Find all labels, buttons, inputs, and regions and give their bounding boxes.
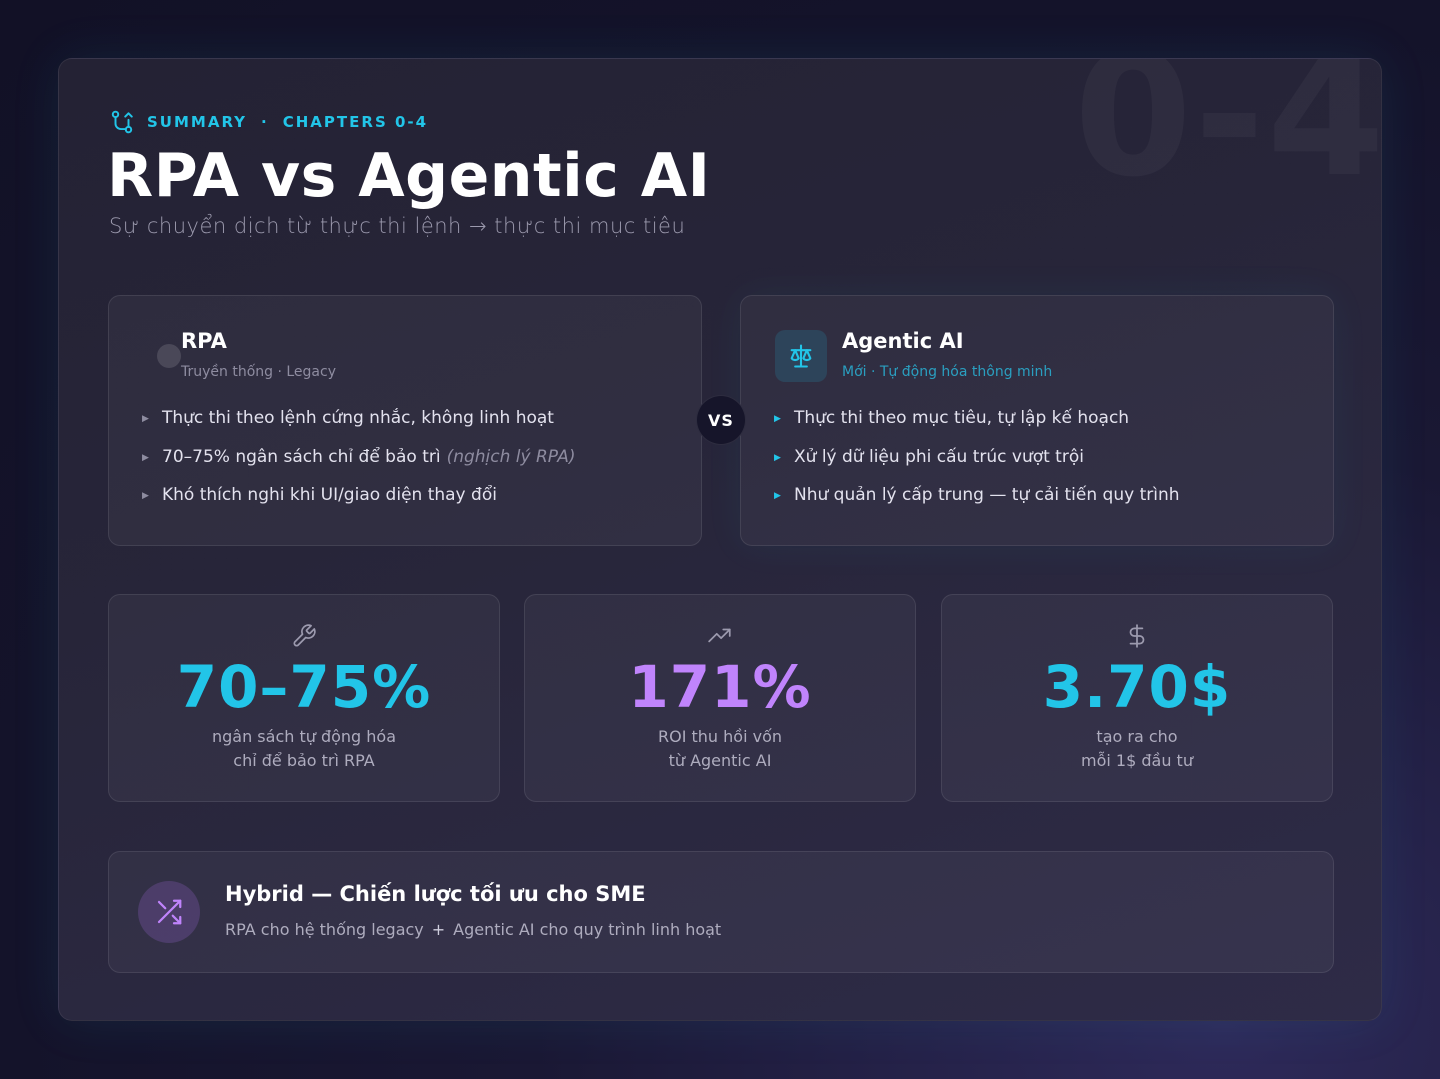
- dollar-icon: [1129, 624, 1145, 648]
- chapter-watermark: 0-4: [1074, 59, 1381, 201]
- list-item: ▶ Như quản lý cấp trung — tự cải tiến quy…: [774, 485, 1180, 505]
- stat-card-roi: 171% ROI thu hồi vốn từ Agentic AI: [524, 594, 916, 802]
- agentic-list: ▶ Thực thi theo mục tiêu, tự lập kế hoạch…: [774, 408, 1180, 524]
- agentic-subtitle: Mới · Tự động hóa thông minh: [842, 364, 1053, 380]
- stat-value: 3.70$: [1042, 653, 1232, 721]
- eyebrow-separator: ·: [261, 113, 269, 131]
- hybrid-title: Hybrid — Chiến lược tối ưu cho SME: [225, 882, 646, 906]
- summary-panel: 0-4 SUMMARY · CHAPTERS 0-4 RPA vs Agenti…: [58, 58, 1382, 1021]
- bullet-icon: ▶: [774, 452, 781, 463]
- rpa-circle-icon: [157, 344, 181, 368]
- eyebrow: SUMMARY · CHAPTERS 0-4: [109, 109, 428, 135]
- rpa-badge: [143, 330, 195, 382]
- stat-description: ROI thu hồi vốn từ Agentic AI: [657, 727, 782, 770]
- rpa-list: ▶ Thực thi theo lệnh cứng nhắc, không lin…: [142, 408, 575, 524]
- bullet-icon: ▶: [774, 491, 781, 501]
- hybrid-subtitle: RPA cho hệ thống legacy + Agentic AI cho q…: [225, 920, 722, 939]
- bullet-icon: ▶: [142, 452, 149, 463]
- hybrid-icon-badge: [138, 881, 200, 943]
- rpa-subtitle: Truyền thống · Legacy: [181, 364, 336, 380]
- page-title: RPA vs Agentic AI: [107, 141, 711, 211]
- stat-description: ngân sách tự động hóa chỉ để bảo trì RPA: [211, 727, 397, 770]
- scale-icon: [790, 344, 812, 368]
- page-subtitle: Sự chuyển dịch từ thực thi lệnh → thực t…: [109, 214, 686, 238]
- stat-value: 171%: [628, 653, 812, 721]
- list-item: ▶ 70–75% ngân sách chỉ để bảo trì (nghịch …: [142, 446, 576, 467]
- rpa-card: RPA Truyền thống · Legacy ▶ Thực thi theo…: [108, 295, 702, 546]
- git-branch-icon: [111, 110, 133, 134]
- bullet-icon: ▶: [142, 414, 149, 424]
- agentic-badge: [775, 330, 827, 382]
- list-item: ▶ Thực thi theo mục tiêu, tự lập kế hoạch: [774, 408, 1130, 428]
- list-item: ▶ Thực thi theo lệnh cứng nhắc, không lin…: [142, 408, 554, 428]
- list-item: ▶ Xử lý dữ liệu phi cấu trúc vượt trội: [774, 446, 1084, 467]
- vs-badge: VS: [696, 395, 746, 445]
- shuffle-icon: [157, 899, 182, 925]
- agentic-card: Agentic AI Mới · Tự động hóa thông minh …: [740, 295, 1334, 546]
- stat-card-return: 3.70$ tạo ra cho mỗi 1$ đầu tư: [941, 594, 1333, 802]
- stat-value: 70–75%: [176, 653, 432, 721]
- agentic-title: Agentic AI: [842, 329, 964, 353]
- wrench-icon: [293, 624, 316, 647]
- stat-card-maintenance: 70–75% ngân sách tự động hóa chỉ để bảo …: [108, 594, 500, 802]
- bullet-icon: ▶: [142, 491, 149, 501]
- eyebrow-summary: SUMMARY: [147, 113, 248, 131]
- stat-description: tạo ra cho mỗi 1$ đầu tư: [1081, 727, 1193, 770]
- list-item: ▶ Khó thích nghi khi UI/giao diện thay đổ…: [142, 485, 497, 505]
- rpa-title: RPA: [181, 329, 227, 353]
- eyebrow-chapters: CHAPTERS 0-4: [282, 113, 429, 131]
- hybrid-card: Hybrid — Chiến lược tối ưu cho SME RPA c…: [108, 851, 1334, 973]
- trending-up-icon: [708, 628, 731, 643]
- rpa-paradox-note: (nghịch lý RPA): [446, 446, 576, 467]
- bullet-icon: ▶: [774, 414, 781, 424]
